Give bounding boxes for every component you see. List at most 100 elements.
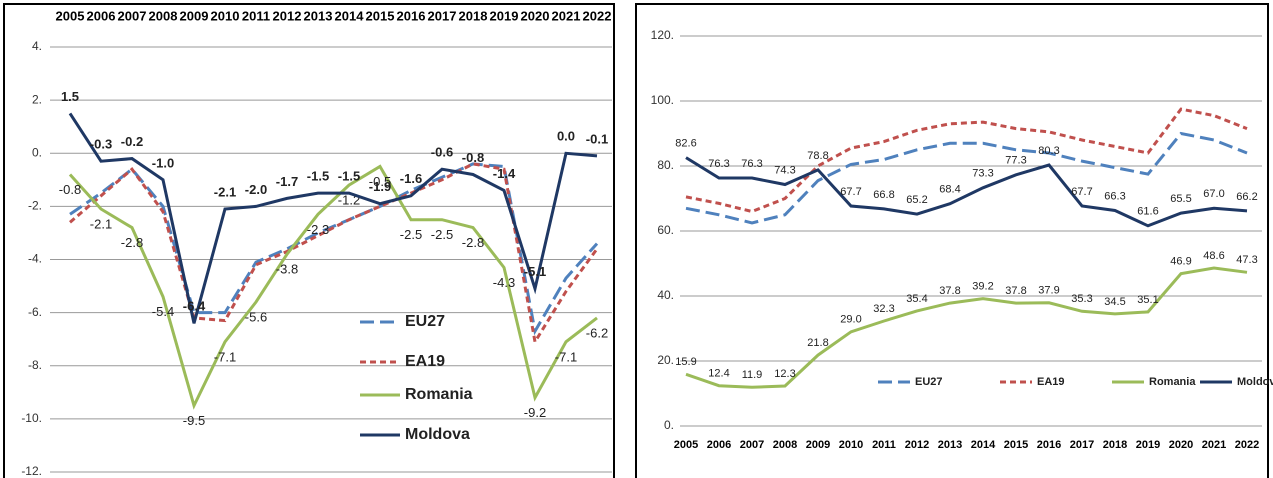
panel-frame	[635, 3, 1269, 478]
data-label: -7.1	[214, 349, 236, 364]
y-tick-label: -10.	[21, 411, 42, 425]
data-label: -1.6	[400, 171, 422, 186]
y-tick-label: -8.	[28, 358, 42, 372]
data-label: -5.1	[524, 264, 546, 279]
data-label: 66.2	[1236, 191, 1257, 203]
data-label: -0.8	[462, 150, 484, 165]
data-label: 46.9	[1170, 255, 1191, 267]
x-tick-label: 2019	[490, 8, 519, 23]
x-tick-label: 2010	[839, 439, 863, 451]
x-tick-label: 2014	[335, 8, 365, 23]
data-label: 80.3	[1038, 145, 1059, 157]
data-label: -2.8	[462, 235, 484, 250]
y-tick-label: -4.	[28, 252, 42, 266]
data-label: 12.3	[774, 368, 795, 380]
x-tick-label: 2017	[1070, 439, 1094, 451]
data-label: -4.3	[493, 275, 515, 290]
data-label: 65.5	[1170, 193, 1191, 205]
data-label: 65.2	[906, 194, 927, 206]
y-tick-label: 2.	[32, 92, 42, 106]
data-label: 35.1	[1137, 294, 1158, 306]
x-tick-label: 2013	[938, 439, 962, 451]
y-tick-label: 100.	[651, 93, 674, 107]
data-label: -2.3	[307, 222, 329, 237]
y-tick-label: 120.	[651, 28, 674, 42]
legend-label: Romania	[1149, 376, 1196, 388]
data-label: -1.9	[369, 179, 391, 194]
y-tick-label: 4.	[32, 39, 42, 53]
series-line	[69, 162, 599, 346]
x-tick-label: 2006	[707, 439, 731, 451]
data-label: 29.0	[840, 314, 861, 326]
data-label: 76.3	[708, 158, 729, 170]
x-tick-label: 2015	[1004, 439, 1028, 451]
data-label: 35.4	[906, 293, 927, 305]
data-label: 74.3	[774, 164, 795, 176]
legend-label: Moldova	[405, 426, 470, 443]
data-label: -1.4	[493, 166, 516, 181]
data-label: -7.1	[555, 349, 577, 364]
x-tick-label: 2017	[428, 8, 457, 23]
x-tick-label: 2016	[397, 8, 426, 23]
x-tick-label: 2019	[1136, 439, 1160, 451]
data-label: -0.3	[90, 137, 112, 152]
data-label: 66.8	[873, 189, 894, 201]
x-tick-label: 2018	[1103, 439, 1127, 451]
data-label: -6.4	[183, 299, 206, 314]
series-line	[68, 112, 598, 324]
x-tick-label: 2014	[971, 439, 996, 451]
x-tick-label: 2021	[1202, 439, 1226, 451]
series-line	[685, 156, 1248, 228]
x-tick-label: 2021	[552, 8, 581, 23]
x-tick-label: 2016	[1037, 439, 1061, 451]
x-tick-label: 2009	[806, 439, 830, 451]
data-label: -2.1	[214, 184, 236, 199]
y-tick-label: 40.	[657, 288, 674, 302]
data-label: -0.2	[121, 134, 143, 149]
x-tick-label: 2005	[674, 439, 698, 451]
data-label: 68.4	[939, 184, 960, 196]
data-label: 48.6	[1203, 250, 1224, 262]
x-tick-label: 2020	[521, 8, 550, 23]
x-tick-label: 2007	[740, 439, 764, 451]
x-tick-label: 2007	[118, 8, 147, 23]
y-tick-label: 0.	[32, 145, 42, 159]
data-label: 77.3	[1005, 155, 1026, 167]
x-tick-label: 2020	[1169, 439, 1193, 451]
data-label: 1.5	[61, 89, 79, 104]
x-tick-label: 2010	[211, 8, 240, 23]
legend-label: Moldova	[1237, 376, 1273, 388]
data-label: 82.6	[675, 137, 696, 149]
panel-frame	[3, 3, 615, 478]
data-label: -1.5	[338, 169, 360, 184]
data-label: 12.4	[708, 368, 729, 380]
data-label: 61.6	[1137, 206, 1158, 218]
data-label: 78.8	[807, 150, 828, 162]
x-tick-label: 2006	[87, 8, 116, 23]
x-tick-label: 2022	[1235, 439, 1259, 451]
x-tick-label: 2022	[583, 8, 612, 23]
y-tick-label: 0.	[664, 418, 674, 432]
y-tick-label: 80.	[657, 158, 674, 172]
data-label: 67.0	[1203, 188, 1224, 200]
data-label: 37.8	[1005, 285, 1026, 297]
series-line	[685, 131, 1248, 225]
legend-label: EA19	[405, 353, 445, 370]
x-tick-label: 2015	[366, 8, 395, 23]
data-label: -2.5	[400, 227, 422, 242]
y-tick-label: -6.	[28, 305, 42, 319]
x-tick-label: 2005	[56, 8, 85, 23]
data-label: 11.9	[742, 369, 763, 381]
data-label: -5.6	[245, 309, 267, 324]
data-label: 37.8	[939, 285, 960, 297]
data-label: 34.5	[1104, 296, 1125, 308]
data-label: 47.3	[1236, 254, 1257, 266]
x-tick-label: 2011	[242, 8, 270, 23]
y-tick-label: 20.	[657, 353, 674, 367]
data-label: -2.5	[431, 227, 453, 242]
data-label: -9.2	[524, 405, 546, 420]
series-line	[68, 164, 598, 410]
data-label: 15.9	[675, 356, 696, 368]
data-label: -2.0	[245, 182, 267, 197]
x-tick-label: 2008	[773, 439, 797, 451]
